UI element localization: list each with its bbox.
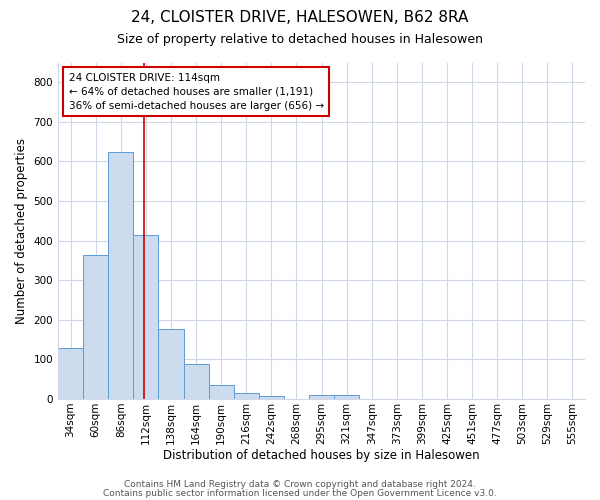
Bar [334, 395, 359, 399]
Bar [133, 234, 158, 399]
Bar [309, 395, 334, 399]
Y-axis label: Number of detached properties: Number of detached properties [15, 138, 28, 324]
Text: Contains HM Land Registry data © Crown copyright and database right 2024.: Contains HM Land Registry data © Crown c… [124, 480, 476, 489]
X-axis label: Distribution of detached houses by size in Halesowen: Distribution of detached houses by size … [163, 450, 480, 462]
Text: Contains public sector information licensed under the Open Government Licence v3: Contains public sector information licen… [103, 488, 497, 498]
Bar [259, 396, 284, 399]
Bar [108, 152, 133, 399]
Bar [184, 364, 209, 399]
Text: 24, CLOISTER DRIVE, HALESOWEN, B62 8RA: 24, CLOISTER DRIVE, HALESOWEN, B62 8RA [131, 10, 469, 25]
Text: 24 CLOISTER DRIVE: 114sqm
← 64% of detached houses are smaller (1,191)
36% of se: 24 CLOISTER DRIVE: 114sqm ← 64% of detac… [68, 72, 324, 110]
Bar [58, 348, 83, 399]
Bar [83, 254, 108, 399]
Text: Size of property relative to detached houses in Halesowen: Size of property relative to detached ho… [117, 32, 483, 46]
Bar [209, 385, 233, 399]
Bar [158, 328, 184, 399]
Bar [233, 393, 259, 399]
